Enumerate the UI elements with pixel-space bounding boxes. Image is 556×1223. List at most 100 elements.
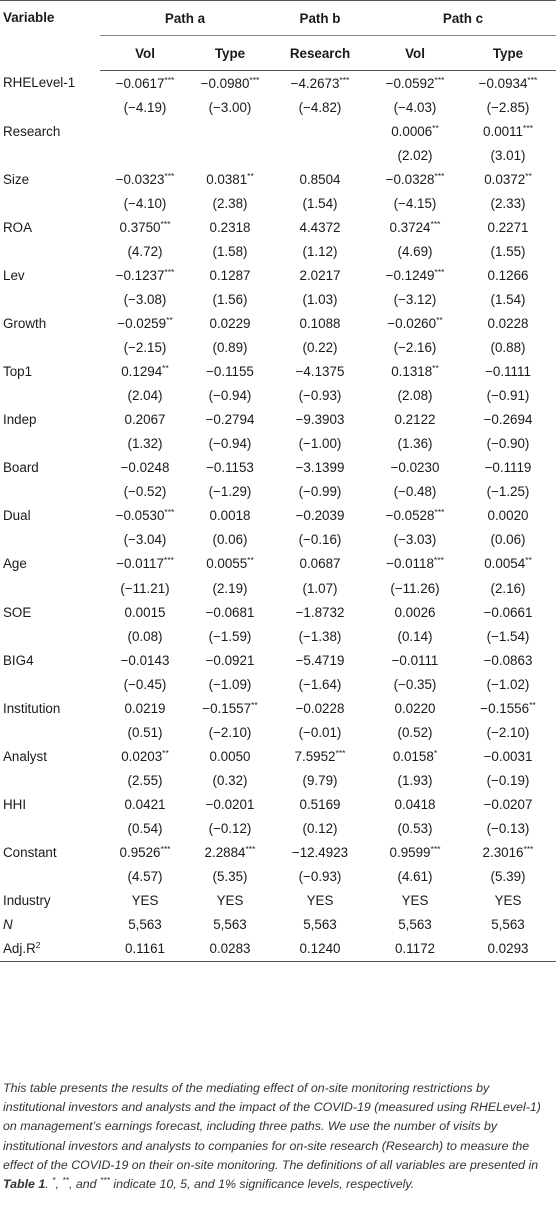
cell-value: 0.5169 bbox=[299, 796, 341, 812]
significance-stars: ** bbox=[251, 699, 258, 710]
row-label: Age bbox=[0, 552, 100, 576]
cell-path-c-vol: (1.93) bbox=[370, 768, 460, 792]
note-text-4: , and bbox=[68, 1177, 100, 1192]
cell-value: (−3.04) bbox=[123, 532, 167, 548]
cell-value: (−0.94) bbox=[208, 436, 252, 452]
row-label-text: Lev bbox=[3, 267, 25, 283]
cell-path-b-research: 0.5169 bbox=[270, 792, 370, 816]
cell-value: (−11.26) bbox=[390, 580, 440, 596]
significance-stars: ** bbox=[162, 747, 169, 758]
cell-path-a-type: (−0.12) bbox=[190, 816, 270, 840]
row-label-text: Top1 bbox=[3, 364, 33, 380]
cell-path-a-type: 0.0050 bbox=[190, 744, 270, 768]
table-row: (0.54) (−0.12) (0.12) (0.53) (−0.13) bbox=[0, 816, 556, 840]
cell-path-c-type: (−0.90) bbox=[460, 432, 556, 456]
significance-stars: *** bbox=[163, 555, 174, 566]
cell-value: YES bbox=[306, 893, 334, 909]
cell-path-b-research: (1.54) bbox=[270, 191, 370, 215]
significance-stars: ** bbox=[432, 363, 439, 374]
cell-path-b-research: (−1.38) bbox=[270, 624, 370, 648]
cell-value: −0.2794 bbox=[205, 412, 255, 428]
cell-value: 0.2318 bbox=[209, 219, 251, 235]
cell-path-a-type bbox=[190, 143, 270, 167]
cell-value: 4.4372 bbox=[299, 219, 341, 235]
cell-path-c-vol: 0.3724*** bbox=[370, 215, 460, 239]
note-star-2: ** bbox=[62, 1175, 69, 1186]
cell-path-c-type: (−0.13) bbox=[460, 816, 556, 840]
significance-stars: *** bbox=[249, 74, 260, 85]
significance-stars: *** bbox=[164, 507, 175, 518]
cell-path-a-vol: (0.54) bbox=[100, 816, 190, 840]
cell-value: (1.07) bbox=[302, 580, 338, 596]
cell-path-b-research: (−0.93) bbox=[270, 384, 370, 408]
cell-value: (9.79) bbox=[302, 772, 338, 788]
cell-path-b-research: 0.0687 bbox=[270, 552, 370, 576]
cell-value: −0.0248 bbox=[120, 460, 170, 476]
cell-path-c-vol: −0.0328*** bbox=[370, 167, 460, 191]
table-row: Top1 0.1294** −0.1155 −4.1375 0.1318** −0.111… bbox=[0, 360, 556, 384]
note-text-3: , bbox=[55, 1177, 63, 1192]
cell-value: −0.0143 bbox=[120, 652, 170, 668]
cell-path-a-vol bbox=[100, 143, 190, 167]
table-row: HHI 0.0421 −0.0201 0.5169 0.0418 −0.0207 bbox=[0, 792, 556, 816]
cell-value: (0.06) bbox=[490, 532, 526, 548]
table-reference-link[interactable]: Table 1 bbox=[3, 1177, 46, 1192]
cell-value: (−2.10) bbox=[486, 724, 530, 740]
cell-path-b-research: 0.8504 bbox=[270, 167, 370, 191]
cell-value: (−1.29) bbox=[208, 484, 252, 500]
cell-value: −0.0259 bbox=[117, 315, 167, 331]
cell-path-a-type: 0.0381** bbox=[190, 167, 270, 191]
cell-path-c-type: (−1.25) bbox=[460, 480, 556, 504]
cell-value: 5,563 bbox=[213, 917, 247, 933]
cell-path-c-type: 0.0020 bbox=[460, 504, 556, 528]
row-label: BIG4 bbox=[0, 648, 100, 672]
significance-stars: ** bbox=[247, 555, 254, 566]
cell-value: 0.2122 bbox=[394, 412, 436, 428]
cell-path-c-type: (0.88) bbox=[460, 336, 556, 360]
cell-path-b-research: −3.1399 bbox=[270, 456, 370, 480]
row-label: Analyst bbox=[0, 744, 100, 768]
cell-path-c-vol: −0.1249*** bbox=[370, 263, 460, 287]
cell-value: (4.72) bbox=[127, 243, 163, 259]
cell-value: (−0.16) bbox=[298, 532, 342, 548]
cell-path-c-type: 0.0228 bbox=[460, 311, 556, 335]
cell-value: −3.1399 bbox=[295, 460, 345, 476]
col-header-path-a-vol: Vol bbox=[100, 35, 190, 71]
table-row: Constant 0.9526*** 2.2884*** −12.4923 0.9599… bbox=[0, 841, 556, 865]
cell-path-c-type: 2.3016*** bbox=[460, 841, 556, 865]
cell-path-c-vol: (−3.12) bbox=[370, 287, 460, 311]
cell-value: (0.12) bbox=[302, 820, 338, 836]
cell-value: −0.0230 bbox=[390, 460, 440, 476]
cell-path-c-vol: 0.9599*** bbox=[370, 841, 460, 865]
cell-path-a-type: (−1.29) bbox=[190, 480, 270, 504]
cell-value: (0.54) bbox=[127, 820, 163, 836]
cell-path-c-vol: −0.0592*** bbox=[370, 71, 460, 96]
row-label: ROA bbox=[0, 215, 100, 239]
cell-path-c-vol: (1.36) bbox=[370, 432, 460, 456]
cell-value: (1.54) bbox=[302, 195, 338, 211]
cell-value: −0.1155 bbox=[206, 364, 254, 380]
cell-path-c-type: −0.2694 bbox=[460, 408, 556, 432]
table-row: (−4.10) (2.38) (1.54) (−4.15) (2.33) bbox=[0, 191, 556, 215]
cell-path-c-type: 0.1266 bbox=[460, 263, 556, 287]
cell-path-a-type: −0.2794 bbox=[190, 408, 270, 432]
cell-path-c-vol: (−2.16) bbox=[370, 336, 460, 360]
cell-value: (−0.99) bbox=[298, 484, 342, 500]
table-row: (−3.08) (1.56) (1.03) (−3.12) (1.54) bbox=[0, 287, 556, 311]
cell-value: 5,563 bbox=[398, 917, 432, 933]
cell-path-b-research: −1.8732 bbox=[270, 600, 370, 624]
cell-value: −0.0207 bbox=[483, 796, 533, 812]
cell-path-b-research: (−0.16) bbox=[270, 528, 370, 552]
cell-path-a-type: YES bbox=[190, 889, 270, 913]
cell-path-a-vol: (−11.21) bbox=[100, 576, 190, 600]
cell-value: −0.0661 bbox=[483, 604, 533, 620]
cell-value: 0.1318 bbox=[391, 364, 433, 380]
cell-path-a-vol: (4.57) bbox=[100, 865, 190, 889]
cell-value: (1.93) bbox=[397, 772, 433, 788]
cell-path-a-vol: (−3.04) bbox=[100, 528, 190, 552]
cell-value: −0.0921 bbox=[205, 652, 255, 668]
cell-path-a-type: −0.1153 bbox=[190, 456, 270, 480]
table-row: (1.32) (−0.94) (−1.00) (1.36) (−0.90) bbox=[0, 432, 556, 456]
cell-path-a-vol: 0.2067 bbox=[100, 408, 190, 432]
cell-path-b-research: 0.1088 bbox=[270, 311, 370, 335]
